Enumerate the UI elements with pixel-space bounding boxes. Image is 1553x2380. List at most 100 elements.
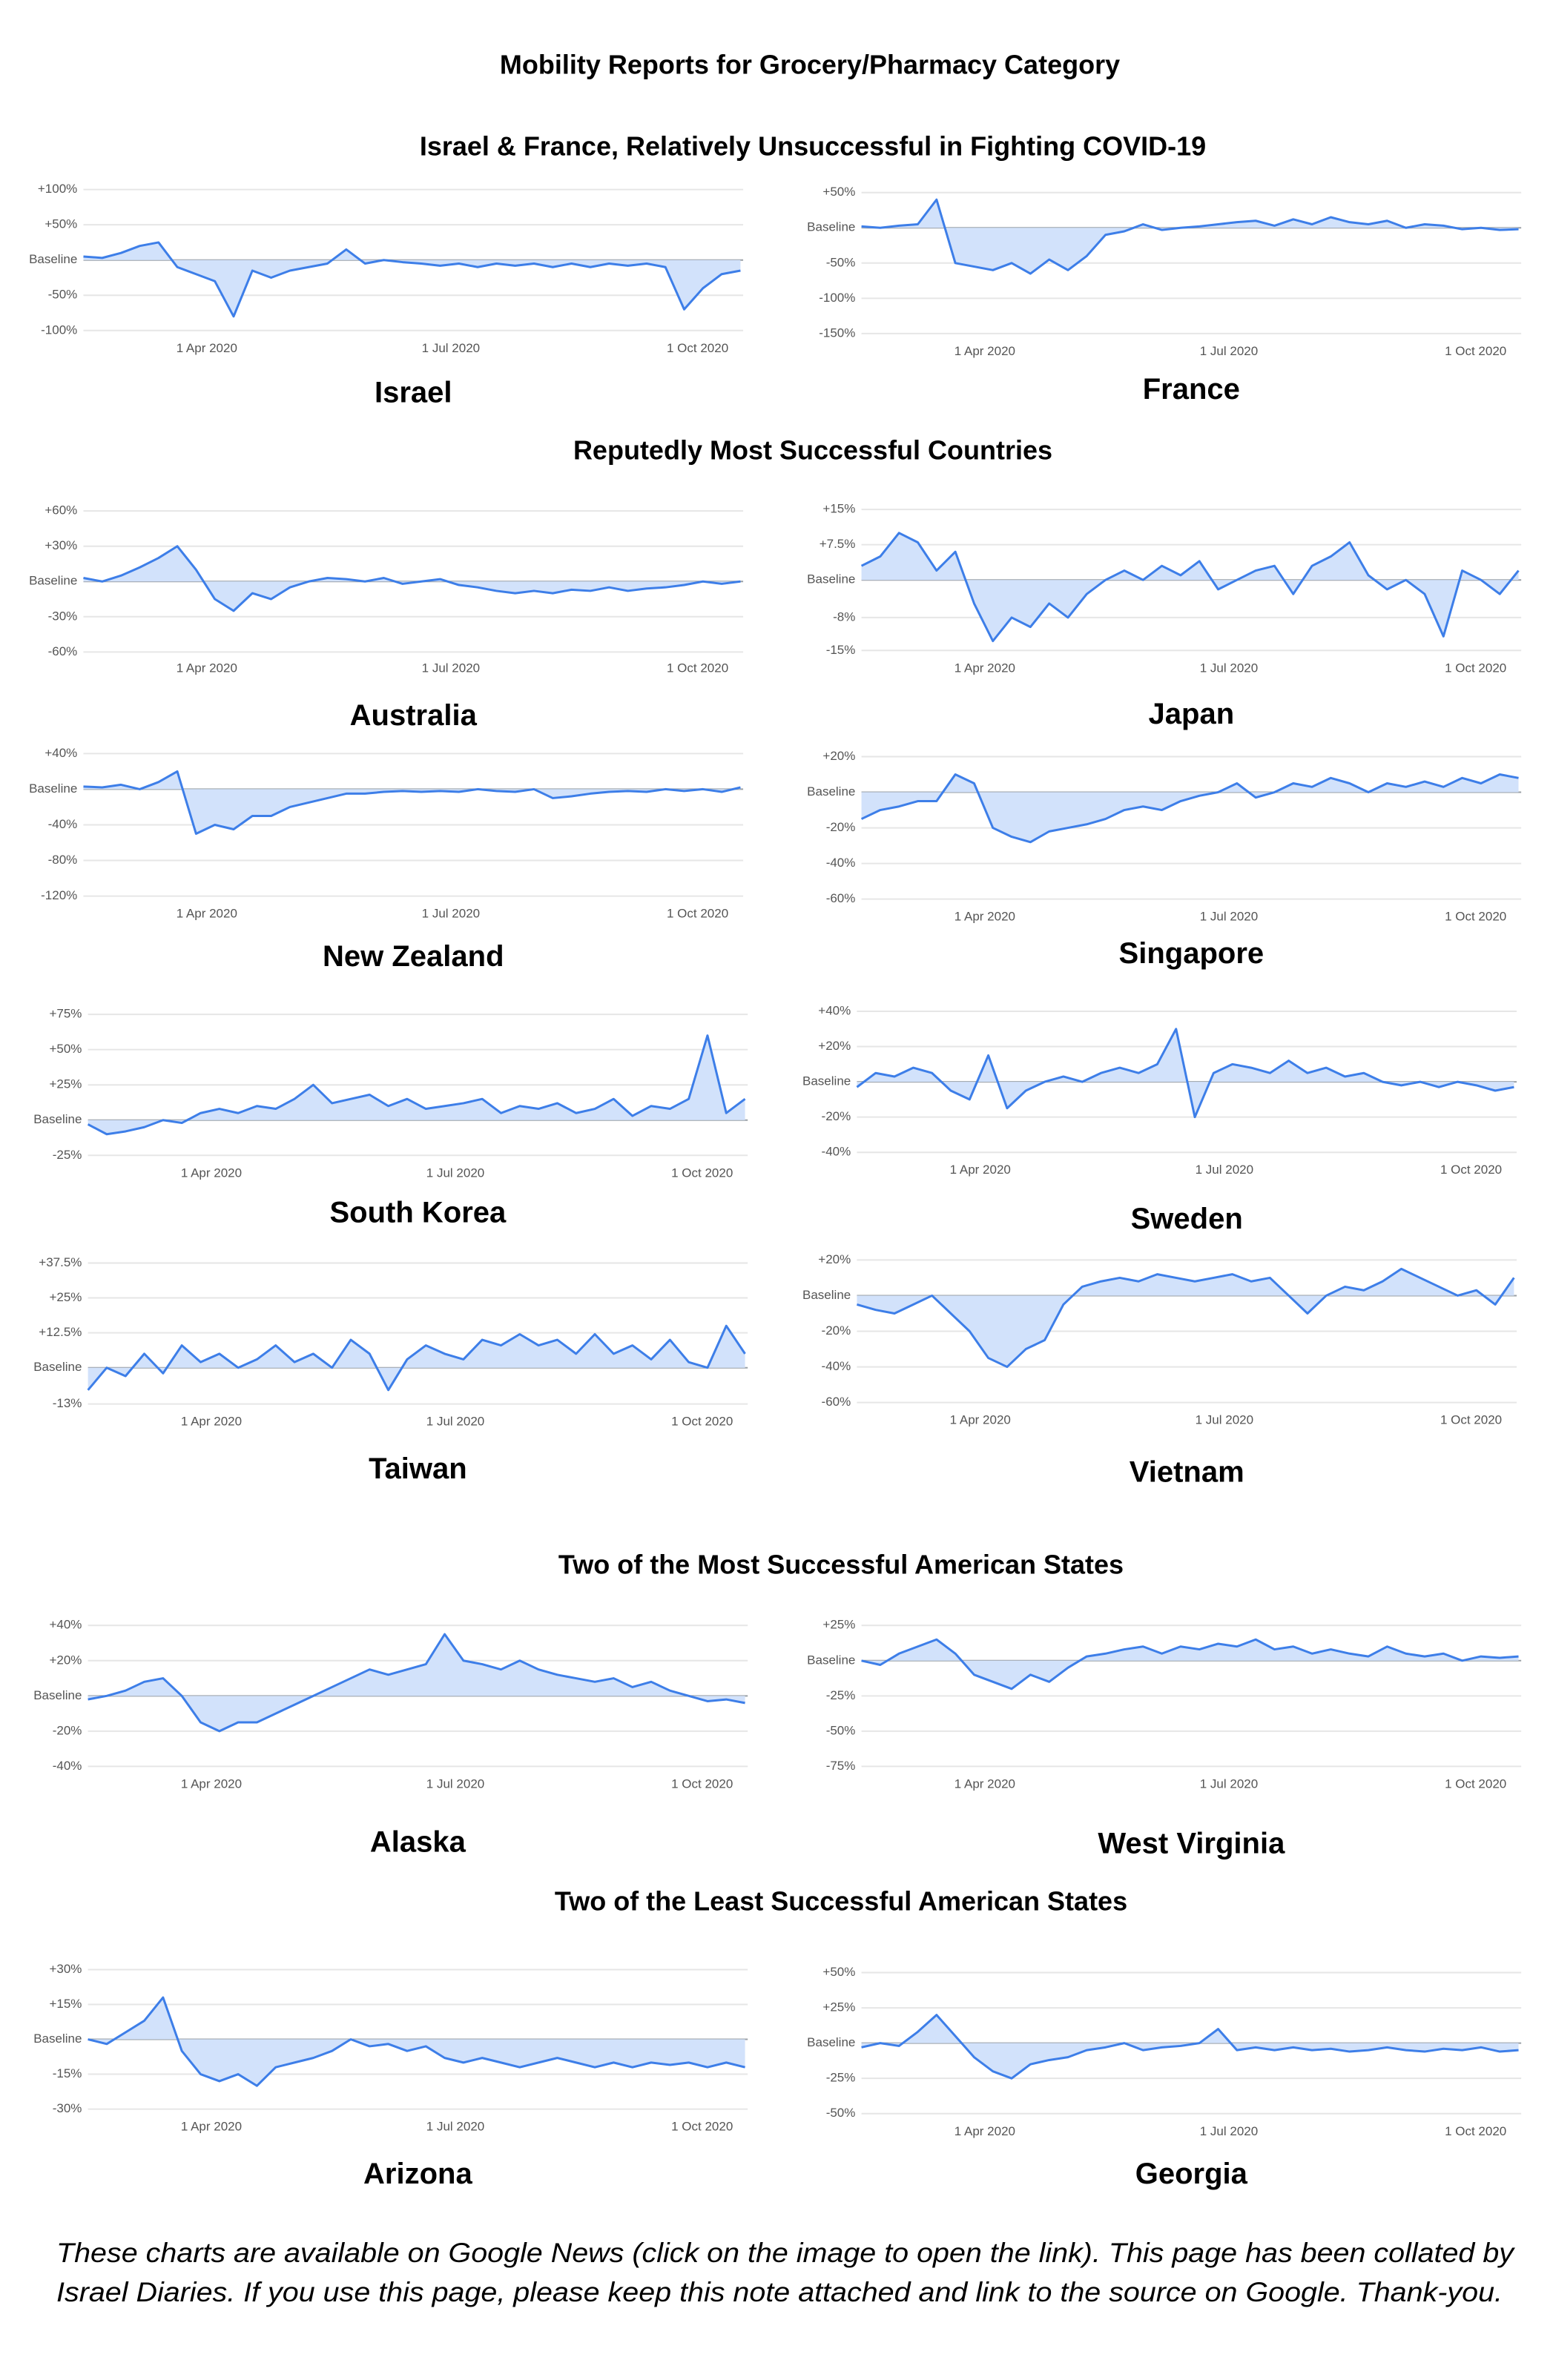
line — [856, 1028, 1514, 1119]
y-tick-label: -60% — [48, 644, 78, 658]
x-tick-label: 1 Apr 2020 — [181, 1415, 242, 1429]
line — [87, 1324, 746, 1392]
x-tick-label: 1 Apr 2020 — [181, 2120, 242, 2134]
y-tick-label: Baseline — [807, 220, 855, 234]
area — [861, 2014, 1519, 2079]
x-tick-label: 1 Jul 2020 — [1196, 1413, 1253, 1427]
x-tick-label: 1 Jul 2020 — [422, 661, 480, 675]
chart-title: Taiwan — [369, 1452, 467, 1485]
x-tick-label: 1 Apr 2020 — [181, 1776, 242, 1791]
y-tick-label: +20% — [822, 749, 855, 763]
y-tick-label: -40% — [48, 817, 78, 831]
x-tick-label: 1 Oct 2020 — [667, 341, 728, 355]
page-title: Mobility Reports for Grocery/Pharmacy Ca… — [500, 50, 1120, 80]
x-tick-label: 1 Jul 2020 — [422, 907, 480, 921]
y-tick-label: -20% — [822, 1323, 851, 1338]
chart-title: West Virginia — [1098, 1827, 1285, 1860]
chart-title: France — [1143, 373, 1240, 406]
y-tick-label: +50% — [49, 1042, 82, 1056]
x-tick-label: 1 Oct 2020 — [1445, 344, 1506, 358]
x-tick-label: 1 Oct 2020 — [671, 2120, 733, 2134]
area — [861, 532, 1519, 641]
footer-note: Israel Diaries. If you use this page, pl… — [56, 2277, 1503, 2307]
y-tick-label: -40% — [53, 1759, 82, 1773]
line — [861, 198, 1519, 275]
x-tick-label: 1 Oct 2020 — [1445, 2124, 1506, 2138]
x-tick-label: 1 Apr 2020 — [954, 344, 1015, 358]
y-tick-label: +100% — [38, 182, 77, 196]
y-tick-label: +50% — [44, 217, 77, 231]
x-tick-label: 1 Jul 2020 — [422, 341, 480, 355]
chart-title: Singapore — [1119, 937, 1265, 970]
y-tick-label: -25% — [53, 1148, 82, 1162]
chart-title: Arizona — [363, 2158, 472, 2190]
y-tick-label: Baseline — [33, 1688, 82, 1702]
line — [857, 1267, 1515, 1369]
chart-title: South Korea — [329, 1197, 507, 1229]
section-heading: Israel & France, Relatively Unsuccessful… — [420, 131, 1206, 162]
x-tick-label: 1 Apr 2020 — [950, 1413, 1011, 1427]
x-tick-label: 1 Apr 2020 — [181, 1166, 242, 1180]
y-tick-label: -50% — [826, 1723, 856, 1737]
y-tick-label: Baseline — [807, 2035, 855, 2049]
y-tick-label: +40% — [49, 1618, 82, 1632]
section-heading: Reputedly Most Successful Countries — [573, 435, 1052, 466]
x-tick-label: 1 Jul 2020 — [1200, 344, 1258, 358]
y-tick-label: +30% — [44, 538, 77, 552]
y-tick-label: -80% — [48, 853, 78, 867]
section-heading: Two of the Most Successful American Stat… — [558, 1550, 1124, 1580]
x-tick-label: 1 Apr 2020 — [177, 661, 237, 675]
y-tick-label: +12.5% — [39, 1325, 82, 1339]
x-tick-label: 1 Jul 2020 — [1200, 661, 1258, 675]
y-tick-label: -20% — [826, 820, 856, 834]
line — [83, 241, 741, 318]
y-tick-label: +20% — [818, 1039, 851, 1053]
y-tick-label: -100% — [819, 291, 855, 305]
area — [83, 546, 741, 611]
x-tick-label: 1 Oct 2020 — [1445, 1776, 1506, 1791]
y-tick-label: +40% — [818, 1003, 851, 1017]
y-tick-label: +40% — [44, 746, 77, 760]
y-tick-label: Baseline — [33, 1112, 82, 1126]
line — [861, 2014, 1519, 2080]
y-tick-label: -20% — [822, 1109, 851, 1123]
area — [88, 1634, 745, 1731]
area — [88, 1326, 745, 1390]
area — [861, 199, 1519, 274]
chart-title: Israel — [375, 376, 452, 409]
x-tick-label: 1 Jul 2020 — [1200, 2124, 1258, 2138]
chart-title: Sweden — [1131, 1203, 1243, 1235]
area — [857, 1269, 1514, 1367]
x-tick-label: 1 Apr 2020 — [950, 1163, 1011, 1177]
line — [88, 1996, 745, 2087]
x-tick-label: 1 Oct 2020 — [671, 1776, 733, 1791]
y-tick-label: -15% — [53, 2066, 82, 2080]
y-tick-label: -40% — [826, 856, 856, 870]
x-tick-label: 1 Jul 2020 — [1200, 910, 1258, 924]
x-tick-label: 1 Oct 2020 — [1440, 1163, 1502, 1177]
area — [83, 242, 741, 317]
y-tick-label: Baseline — [802, 1288, 851, 1302]
chart-title: Japan — [1149, 698, 1235, 730]
line — [88, 1633, 745, 1733]
line — [861, 1638, 1519, 1690]
y-tick-label: Baseline — [807, 1653, 855, 1667]
x-tick-label: 1 Apr 2020 — [954, 2124, 1015, 2138]
line — [83, 545, 741, 612]
y-tick-label: +25% — [822, 1618, 855, 1632]
y-tick-label: -120% — [41, 888, 77, 902]
x-tick-label: 1 Apr 2020 — [177, 907, 237, 921]
chart-title: Vietnam — [1130, 1455, 1244, 1488]
y-tick-label: +37.5% — [39, 1255, 82, 1269]
line — [87, 1034, 746, 1136]
y-tick-label: -60% — [826, 891, 856, 905]
x-tick-label: 1 Jul 2020 — [1196, 1163, 1253, 1177]
y-tick-label: -50% — [826, 255, 856, 269]
y-tick-label: -13% — [53, 1396, 82, 1410]
y-tick-label: +75% — [49, 1007, 82, 1021]
y-tick-label: +60% — [44, 503, 77, 518]
chart-title: Australia — [350, 699, 478, 732]
x-tick-label: 1 Jul 2020 — [1200, 1776, 1258, 1791]
x-tick-label: 1 Oct 2020 — [667, 661, 728, 675]
